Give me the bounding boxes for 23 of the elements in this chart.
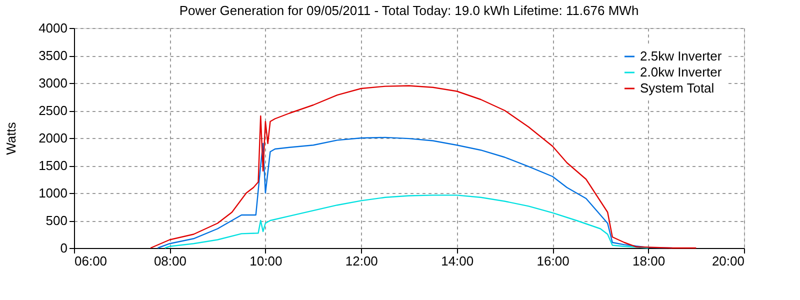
x-tick-label: 10:00 — [250, 254, 282, 268]
y-tick-label: 4000 — [38, 20, 68, 36]
y-tick-label: 3500 — [38, 48, 68, 63]
y-tick-label: 500 — [46, 213, 68, 228]
legend-label: 2.5kw Inverter — [640, 48, 722, 64]
legend-label: 2.0kw Inverter — [640, 64, 722, 80]
y-tick-label: 1000 — [38, 186, 68, 200]
y-axis-title: Watts — [4, 122, 19, 155]
x-tick-label: 16:00 — [536, 254, 570, 268]
x-tick-label: 20:00 — [712, 254, 744, 268]
x-tick-label: 14:00 — [441, 254, 474, 268]
y-tick-label: 2000 — [38, 130, 68, 146]
x-tick-label: 12:00 — [345, 254, 378, 268]
chart-title: Power Generation for 09/05/2011 - Total Today: 19.0 kWh Lifetime: 11.676 MWh — [179, 3, 639, 18]
x-tick-label: 08:00 — [154, 254, 186, 268]
y-tick-label: 2500 — [38, 103, 68, 118]
y-tick-label: 3000 — [38, 76, 68, 90]
x-tick-label: 06:00 — [74, 254, 108, 268]
line-series — [164, 194, 649, 249]
y-tick-label: 1500 — [38, 158, 68, 173]
x-tick-label: 18:00 — [632, 254, 666, 268]
legend-label: System Total — [640, 80, 714, 96]
y-tick-label: 0 — [60, 240, 68, 256]
